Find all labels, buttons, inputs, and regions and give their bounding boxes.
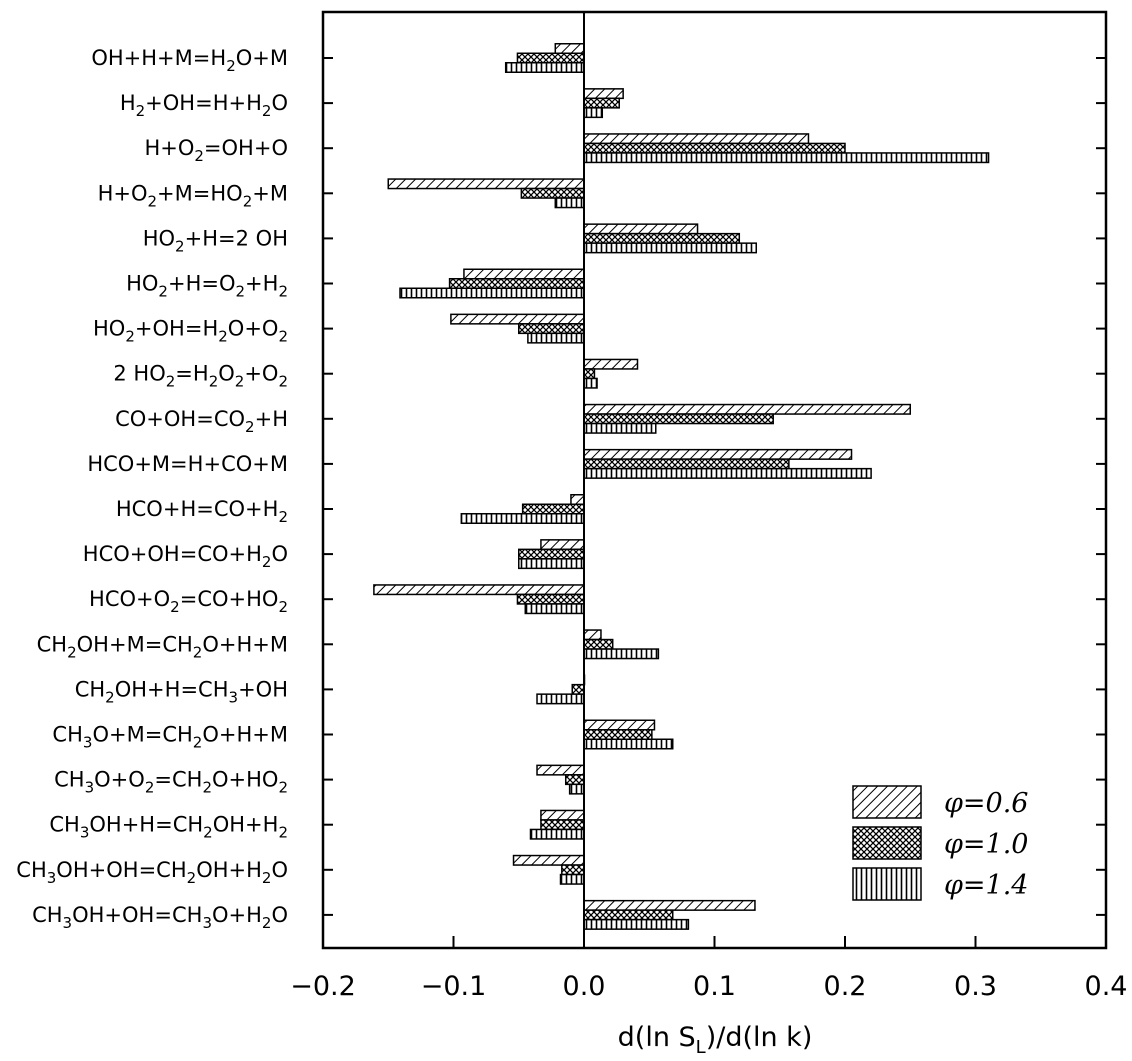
bar-2-series-3 xyxy=(583,107,604,119)
bar-8-series-3 xyxy=(583,377,598,389)
bar-11-series-3 xyxy=(460,513,585,524)
category-label: HO2+H=O2+H2 xyxy=(126,272,288,301)
bar-16-series-2 xyxy=(583,729,653,740)
bar-13-series-1 xyxy=(373,584,585,596)
bar-9-series-2 xyxy=(583,413,774,425)
legend-label-2: φ=1.0 xyxy=(944,829,1028,860)
bar-17-series-3 xyxy=(568,783,585,795)
x-tick-label: −0.1 xyxy=(421,971,487,1002)
legend-label-3: φ=1.4 xyxy=(944,870,1028,901)
bar-19-series-3 xyxy=(559,873,585,885)
bar-4-series-3 xyxy=(554,197,585,209)
legend-swatch-2 xyxy=(852,826,922,860)
bar-5-series-1 xyxy=(583,223,699,235)
bar-18-series-1 xyxy=(540,809,585,821)
bar-2-series-1 xyxy=(583,88,624,100)
bar-12-series-1 xyxy=(540,539,585,551)
bar-13-series-3 xyxy=(524,603,585,615)
category-label: HCO+M=H+CO+M xyxy=(87,452,288,476)
bar-5-series-3 xyxy=(583,242,758,254)
bar-14-series-1 xyxy=(583,629,602,641)
bar-6-series-2 xyxy=(448,278,585,289)
bar-6-series-3 xyxy=(399,287,585,299)
ticks-layer: −0.2 −0.1 0.0 0.1 0.2 0.3 0.4 xyxy=(290,57,1128,1002)
x-tick-label: 0.0 xyxy=(563,971,606,1002)
category-label: HO2+OH=H2O+O2 xyxy=(93,317,288,346)
legend-swatch-1 xyxy=(852,785,922,819)
bar-7-series-1 xyxy=(450,313,585,325)
bar-5-series-2 xyxy=(583,232,741,244)
bar-3-series-3 xyxy=(583,152,990,164)
bar-15-series-3 xyxy=(536,693,585,705)
x-tick-label: 0.2 xyxy=(824,971,867,1002)
category-label: CH3O+M=CH2O+H+M xyxy=(52,723,288,752)
category-label: CH3OH+H=CH2OH+H2 xyxy=(49,813,288,842)
bar-10-series-3 xyxy=(583,467,872,479)
bar-12-series-2 xyxy=(518,548,585,560)
legend-label-1: φ=0.6 xyxy=(944,788,1028,819)
category-label: HCO+OH=CO+H2O xyxy=(83,542,288,571)
bar-15-series-2 xyxy=(571,683,585,695)
bar-20-series-2 xyxy=(583,909,674,921)
x-tick-label: 0.1 xyxy=(693,971,736,1002)
category-label: OH+H+M=H2O+M xyxy=(91,46,288,75)
bar-18-series-2 xyxy=(540,819,585,831)
bar-19-series-2 xyxy=(561,864,585,876)
x-tick-label: −0.2 xyxy=(290,971,356,1002)
category-label: H+O2+M=HO2+M xyxy=(98,181,288,210)
category-label: HCO+O2=CO+HO2 xyxy=(89,587,288,616)
bar-10-series-2 xyxy=(583,458,790,470)
category-label: H2+OH=H+H2O xyxy=(120,91,288,120)
bar-6-series-1 xyxy=(463,268,585,280)
bar-3-series-1 xyxy=(583,133,810,145)
bar-1-series-2 xyxy=(516,52,585,64)
bar-14-series-3 xyxy=(583,648,660,660)
bar-2-series-2 xyxy=(583,97,620,109)
bar-8-series-1 xyxy=(583,358,639,370)
x-axis-label: d(ln SL)/d(ln k) xyxy=(618,1022,813,1056)
category-label: HCO+H=CO+H2 xyxy=(116,497,288,526)
category-label: CO+OH=CO2+H xyxy=(115,407,288,436)
bar-11-series-2 xyxy=(521,503,585,515)
bar-17-series-2 xyxy=(564,774,585,786)
bar-19-series-1 xyxy=(512,854,585,866)
bar-13-series-2 xyxy=(516,593,585,605)
bar-20-series-1 xyxy=(583,899,756,911)
legend-swatch-3 xyxy=(852,867,922,901)
bar-11-series-1 xyxy=(570,494,585,505)
category-label: CH3O+O2=CH2O+HO2 xyxy=(54,768,288,797)
x-tick-label: 0.4 xyxy=(1085,971,1128,1002)
bar-1-series-3 xyxy=(504,62,585,73)
bar-9-series-3 xyxy=(583,422,657,434)
bar-20-series-3 xyxy=(583,918,690,930)
bar-4-series-1 xyxy=(387,178,585,190)
category-label: CH2OH+M=CH2O+H+M xyxy=(37,632,288,661)
labels-layer: OH+H+M=H2O+M H2+OH=H+H2O H+O2=OH+O H+O2+M=H… xyxy=(16,46,288,932)
bar-18-series-3 xyxy=(529,828,585,840)
category-label: H+O2=OH+O xyxy=(144,136,288,165)
category-label: CH3OH+OH=CH3O+H2O xyxy=(32,903,288,932)
bar-10-series-1 xyxy=(583,448,853,460)
bar-3-series-2 xyxy=(583,142,846,154)
bar-1-series-1 xyxy=(554,43,585,54)
category-label: 2 HO2=H2O2+O2 xyxy=(113,362,288,391)
bars-layer xyxy=(373,43,990,930)
bar-17-series-1 xyxy=(536,764,585,776)
category-label: CH2OH+H=CH3+OH xyxy=(75,677,288,706)
bar-8-series-2 xyxy=(583,368,596,380)
x-tick-label: 0.3 xyxy=(954,971,997,1002)
bar-14-series-2 xyxy=(583,638,614,650)
legend: φ=0.6 φ=1.0 φ=1.4 xyxy=(852,785,1028,901)
bar-16-series-1 xyxy=(583,719,656,731)
bar-12-series-3 xyxy=(518,558,585,570)
category-label: CH3OH+OH=CH2OH+H2O xyxy=(16,858,288,887)
bar-16-series-3 xyxy=(583,738,674,750)
bar-9-series-1 xyxy=(583,403,911,415)
bar-7-series-3 xyxy=(527,332,585,344)
category-label: HO2+H=2 OH xyxy=(143,226,288,255)
bar-4-series-2 xyxy=(520,187,585,199)
bar-7-series-2 xyxy=(518,323,585,335)
